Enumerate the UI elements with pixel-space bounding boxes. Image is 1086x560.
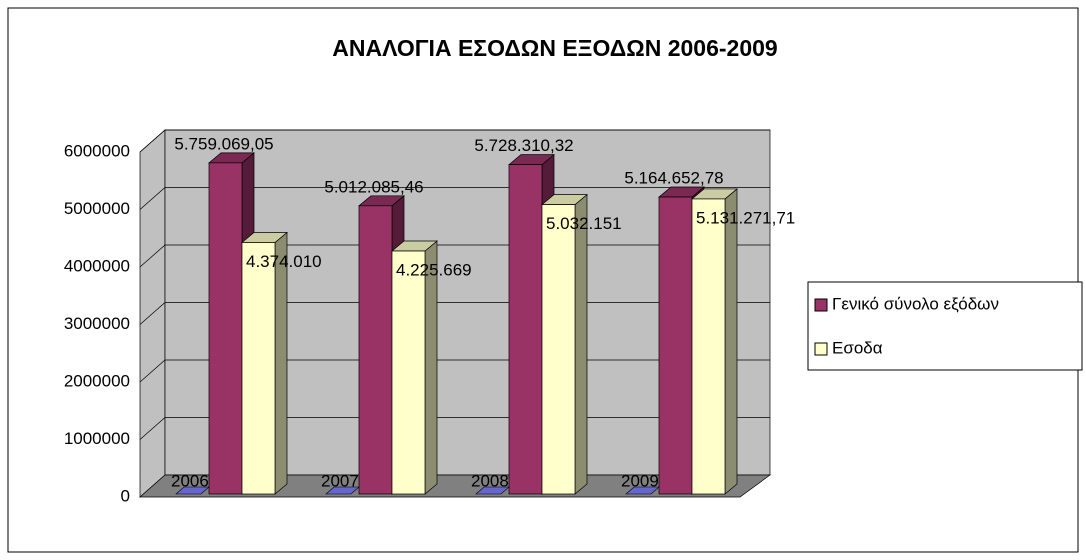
y-tick-label: 5000000: [64, 199, 130, 218]
y-tick-label: 0: [121, 486, 130, 505]
bar-front: [658, 196, 693, 495]
legend: [807, 281, 1083, 371]
grid-line: [139, 129, 770, 153]
legend-label: Γενικό σύνολο εξόδων: [832, 294, 999, 313]
x-tick-label: 2008: [471, 471, 509, 490]
x-tick-label: 2007: [321, 471, 359, 490]
bar-front: [208, 162, 243, 495]
bar-side: [574, 193, 588, 495]
data-label: 5.032.151: [546, 214, 622, 233]
x-tick-label: 2006: [171, 471, 209, 490]
x-tick-label: 2009: [621, 471, 659, 490]
legend-label: Εσοδα: [832, 338, 883, 357]
bar: [691, 188, 738, 495]
y-tick-label: 4000000: [64, 256, 130, 275]
plot-area: [139, 129, 772, 498]
bar-side: [724, 188, 738, 495]
bar-side: [274, 231, 288, 495]
grid-line: [139, 187, 770, 210]
floor: [139, 474, 772, 498]
legend-swatch: [814, 298, 828, 312]
data-label: 5.012.085,46: [324, 177, 423, 196]
bar-front: [358, 205, 393, 495]
y-tick-label: 1000000: [64, 429, 130, 448]
data-label: 5.728.310,32: [474, 136, 573, 155]
bar-front: [541, 204, 576, 495]
data-label: 4.225.669: [396, 261, 472, 280]
legend-swatch: [814, 342, 828, 356]
bar-front: [508, 164, 543, 495]
y-tick-label: 3000000: [64, 314, 130, 333]
bar-front: [391, 250, 426, 495]
y-tick-label: 2000000: [64, 371, 130, 390]
bar: [541, 193, 588, 495]
data-label: 5.759.069,05: [174, 134, 273, 153]
bar: [391, 240, 438, 495]
data-label: 4.374.010: [246, 252, 322, 271]
data-label: 5.164.652,78: [624, 169, 723, 188]
bar-front: [241, 242, 276, 495]
chart-title: ΑΝΑΛΟΓΙΑ ΕΣΟΔΩΝ ΕΞΟΔΩΝ 2006-2009: [332, 35, 777, 61]
bar-front: [691, 198, 726, 495]
bar: [241, 231, 288, 495]
data-label: 5.131.271,71: [696, 208, 795, 227]
y-tick-label: 6000000: [64, 141, 130, 160]
